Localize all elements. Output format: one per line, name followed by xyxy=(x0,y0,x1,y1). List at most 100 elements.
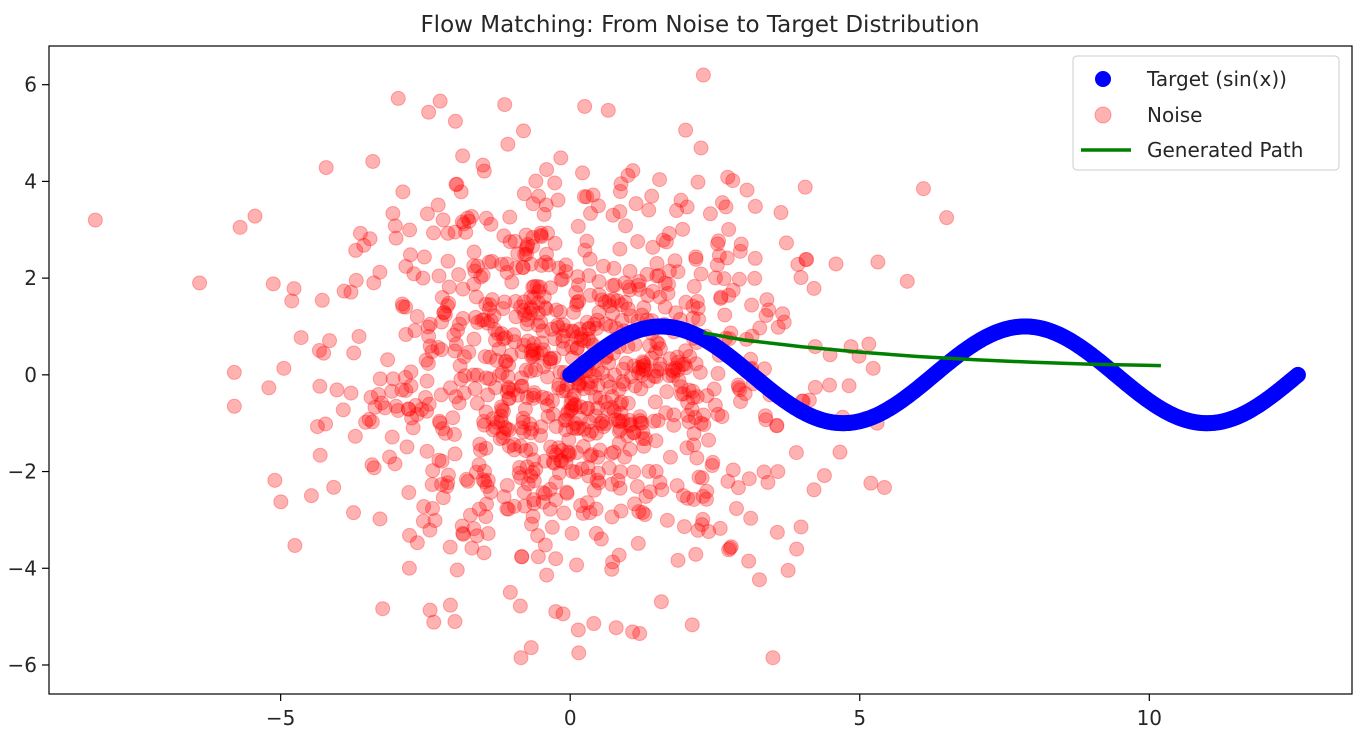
noise-point xyxy=(636,357,652,373)
noise-point xyxy=(585,187,601,203)
noise-point xyxy=(571,277,587,293)
noise-point xyxy=(605,278,621,294)
noise-point xyxy=(649,363,665,379)
noise-point xyxy=(775,306,791,322)
noise-point xyxy=(618,355,634,371)
noise-point xyxy=(516,123,532,139)
noise-point xyxy=(638,362,654,378)
noise-point xyxy=(730,480,746,496)
noise-point xyxy=(686,279,702,295)
noise-point xyxy=(583,447,599,463)
noise-point xyxy=(467,263,483,279)
noise-point xyxy=(505,382,521,398)
noise-point xyxy=(545,406,561,422)
noise-point xyxy=(464,540,480,556)
noise-point xyxy=(569,445,585,461)
noise-point xyxy=(499,384,515,400)
noise-point xyxy=(555,383,571,399)
noise-point xyxy=(591,475,607,491)
noise-point xyxy=(343,284,359,300)
noise-point xyxy=(761,302,777,318)
noise-point xyxy=(635,354,651,370)
noise-point xyxy=(456,385,472,401)
noise-point xyxy=(861,336,877,352)
noise-point xyxy=(439,298,455,314)
noise-point xyxy=(575,165,591,181)
noise-point xyxy=(602,379,618,395)
noise-point xyxy=(427,512,443,528)
noise-point xyxy=(668,305,684,321)
noise-point xyxy=(489,352,505,368)
noise-point xyxy=(523,441,539,457)
noise-point xyxy=(645,239,661,255)
noise-point xyxy=(484,253,500,269)
noise-point xyxy=(563,402,579,418)
noise-point xyxy=(523,425,539,441)
noise-point xyxy=(732,382,748,398)
noise-point xyxy=(535,485,551,501)
noise-point xyxy=(632,413,648,429)
noise-point xyxy=(758,412,774,428)
noise-point xyxy=(226,364,242,380)
noise-point xyxy=(471,457,487,473)
noise-point xyxy=(524,348,540,364)
noise-point xyxy=(508,309,524,325)
noise-point xyxy=(570,218,586,234)
noise-point xyxy=(520,312,536,328)
noise-point xyxy=(482,349,498,365)
noise-point xyxy=(605,207,621,223)
noise-point xyxy=(367,399,383,415)
noise-point xyxy=(574,461,590,477)
noise-series xyxy=(87,67,955,666)
noise-point xyxy=(530,317,546,333)
noise-point xyxy=(519,459,535,475)
noise-point xyxy=(915,181,931,197)
noise-point xyxy=(720,169,736,185)
noise-point xyxy=(612,396,628,412)
noise-point xyxy=(547,331,563,347)
noise-point xyxy=(617,275,633,291)
noise-point xyxy=(519,239,535,255)
noise-point xyxy=(685,390,701,406)
noise-point xyxy=(520,236,536,252)
noise-point xyxy=(492,431,508,447)
noise-point xyxy=(610,412,626,428)
noise-point xyxy=(524,421,540,437)
noise-point xyxy=(407,323,423,339)
noise-point xyxy=(518,246,534,262)
noise-point xyxy=(569,329,585,345)
noise-point xyxy=(476,163,492,179)
noise-point xyxy=(551,440,567,456)
noise-point xyxy=(390,90,406,106)
noise-point xyxy=(615,413,631,429)
noise-point xyxy=(451,267,467,283)
noise-point xyxy=(550,317,566,333)
noise-point xyxy=(528,362,544,378)
noise-point xyxy=(669,478,685,494)
y-tick-label: −2 xyxy=(8,460,37,484)
noise-point xyxy=(293,330,309,346)
noise-point xyxy=(318,416,334,432)
noise-point xyxy=(475,157,491,173)
noise-point xyxy=(760,474,776,490)
noise-point xyxy=(516,186,532,202)
noise-point xyxy=(571,378,587,394)
noise-point xyxy=(580,321,596,337)
noise-point xyxy=(566,387,582,403)
noise-point xyxy=(579,233,595,249)
noise-point xyxy=(620,167,636,183)
noise-point xyxy=(661,368,677,384)
noise-point xyxy=(512,598,528,614)
plot-frame xyxy=(48,45,1353,695)
noise-point xyxy=(422,316,438,332)
noise-point xyxy=(591,274,607,290)
noise-point xyxy=(402,527,418,543)
noise-point xyxy=(630,277,646,293)
noise-point xyxy=(388,230,404,246)
noise-point xyxy=(691,469,707,485)
noise-point xyxy=(744,297,760,313)
noise-point xyxy=(466,244,482,260)
noise-point xyxy=(554,271,570,287)
noise-point xyxy=(604,476,620,492)
noise-point xyxy=(415,270,431,286)
